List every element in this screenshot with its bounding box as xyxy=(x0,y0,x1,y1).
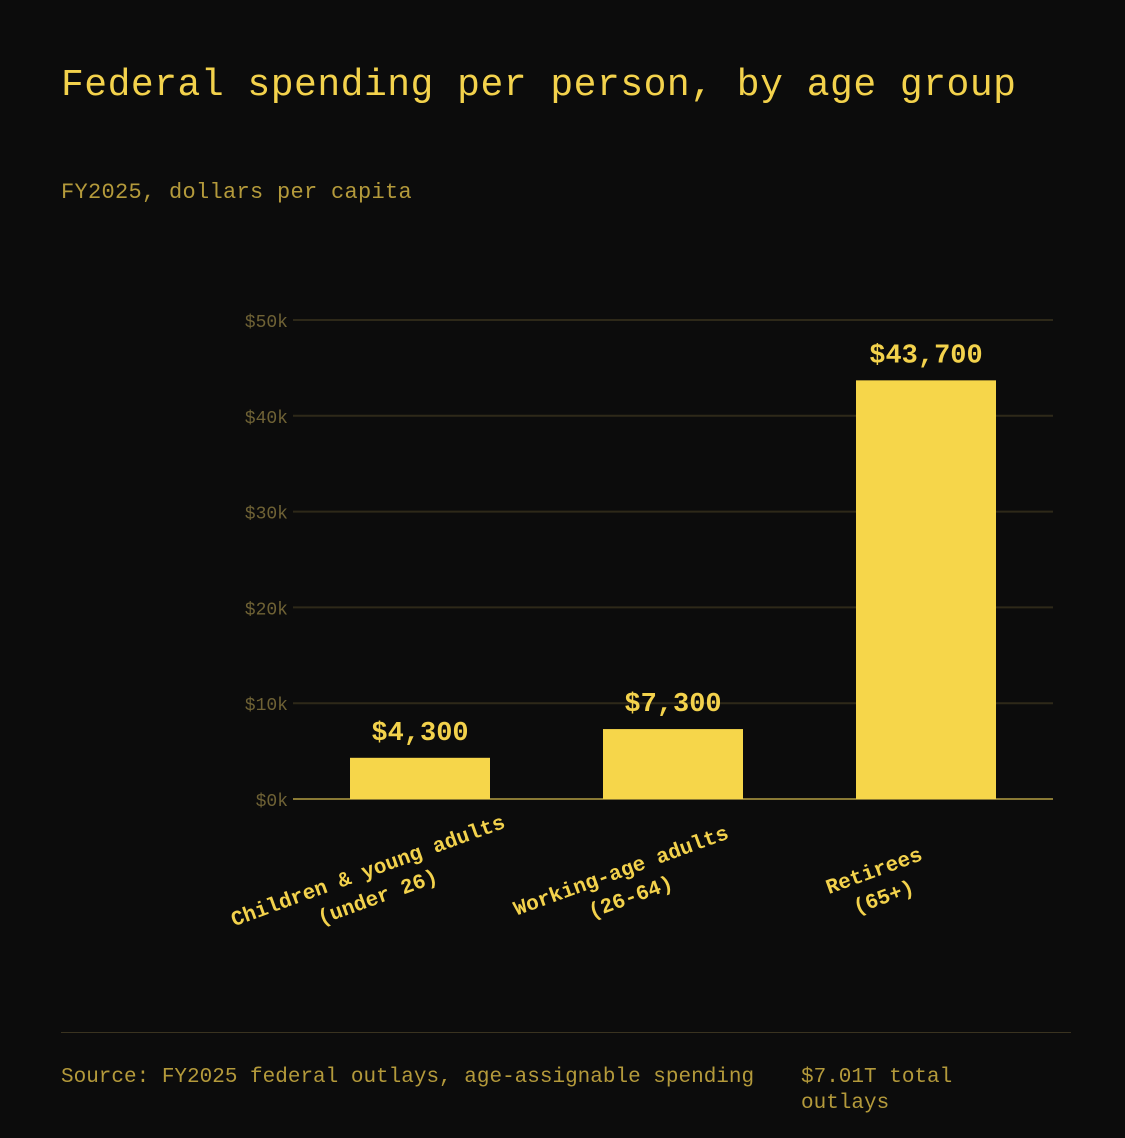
y-tick-label: $40k xyxy=(245,409,288,429)
x-axis-ticks: Children & young adults(under 26) Working… xyxy=(229,812,926,933)
x-tick-label: Working-age adults(26-64) xyxy=(511,823,732,925)
bar xyxy=(603,729,743,799)
y-axis-ticks: $0k $10k $20k $30k $40k $50k xyxy=(245,313,288,812)
chart-title: Federal spending per person, by age grou… xyxy=(61,64,1017,107)
y-tick-label: $30k xyxy=(245,505,288,525)
bar-value-label: $7,300 xyxy=(624,690,721,720)
bar-value-label: $4,300 xyxy=(371,719,468,749)
y-tick-label: $20k xyxy=(245,600,288,620)
bar-value-label: $43,700 xyxy=(869,341,982,371)
footer-divider xyxy=(61,1032,1071,1033)
x-tick-label-line: Children & young adults xyxy=(229,812,509,933)
bar xyxy=(350,757,490,799)
bar xyxy=(856,380,996,799)
y-tick-label: $50k xyxy=(245,313,288,333)
bar-chart: $0k $10k $20k $30k $40k $50k $4,300 $7,300 $43,… xyxy=(229,313,1053,933)
value-labels: $4,300 $7,300 $43,700 xyxy=(371,341,982,748)
x-tick-label: Retirees(65+) xyxy=(823,845,926,921)
y-tick-label: $10k xyxy=(245,696,288,716)
chart-subtitle: FY2025, dollars per capita xyxy=(61,180,413,205)
total-outlays-note: $7.01T total outlays xyxy=(801,1066,953,1115)
bars xyxy=(350,380,996,799)
x-tick-label: Children & young adults(under 26) xyxy=(229,812,509,933)
y-tick-label: $0k xyxy=(256,792,288,812)
source-note: Source: FY2025 federal outlays, age-assi… xyxy=(61,1066,755,1089)
